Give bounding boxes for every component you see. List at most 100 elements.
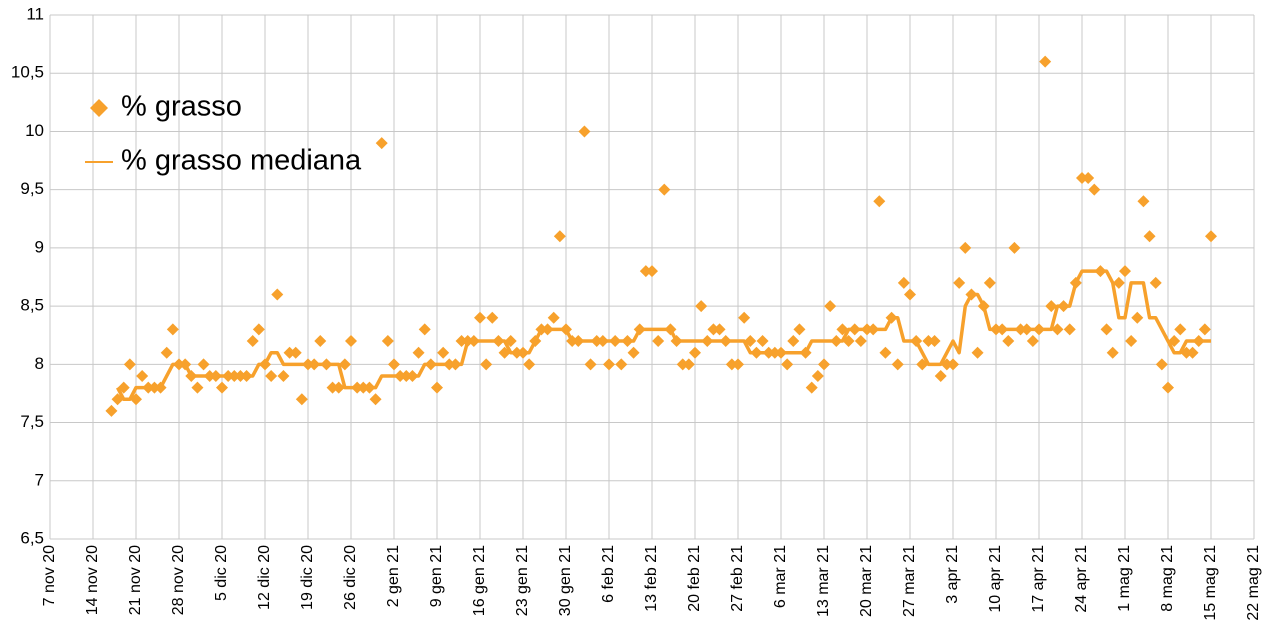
point — [437, 346, 450, 359]
point — [897, 276, 910, 289]
x-tick-label: 2 gen 21 — [385, 545, 402, 607]
point — [1008, 241, 1021, 254]
point — [615, 358, 628, 371]
y-tick-label: 10,5 — [11, 63, 44, 82]
x-tick-label: 8 mag 21 — [1159, 545, 1176, 612]
point — [658, 183, 671, 196]
x-tick-label: 15 mag 21 — [1202, 545, 1219, 621]
point — [904, 288, 916, 301]
point — [787, 335, 800, 348]
point — [891, 358, 904, 371]
point — [332, 381, 345, 394]
point — [732, 358, 744, 371]
point — [1205, 230, 1217, 243]
point — [578, 125, 591, 138]
point — [639, 265, 652, 278]
x-tick-label: 5 dic 20 — [213, 545, 230, 601]
x-tick-label: 3 apr 21 — [944, 545, 961, 604]
point — [295, 393, 308, 406]
point — [1002, 335, 1015, 348]
point — [345, 335, 357, 348]
point — [1125, 335, 1138, 348]
y-tick-label: 7 — [35, 470, 44, 489]
point — [1119, 265, 1131, 278]
point — [811, 369, 824, 382]
point — [265, 369, 278, 382]
point — [922, 335, 935, 348]
point — [1112, 276, 1125, 289]
x-tick-label: 27 feb 21 — [729, 545, 746, 612]
point — [793, 323, 806, 336]
point — [1162, 381, 1174, 394]
point — [216, 381, 228, 394]
point — [824, 300, 837, 313]
x-tick-label: 30 gen 21 — [557, 545, 574, 616]
point — [1051, 323, 1064, 336]
x-tick-label: 20 feb 21 — [686, 545, 703, 612]
x-tick-label: 24 apr 21 — [1073, 545, 1090, 613]
x-tick-label: 13 mar 21 — [815, 545, 832, 617]
point — [781, 358, 794, 371]
point — [873, 195, 886, 208]
median-line — [116, 269, 1211, 402]
point — [136, 369, 149, 382]
y-tick-label: 11 — [26, 4, 44, 23]
x-tick-label: 17 apr 21 — [1030, 545, 1047, 613]
x-tick-label: 9 gen 21 — [428, 545, 445, 607]
point — [1174, 323, 1187, 336]
x-tick-label: 16 gen 21 — [471, 545, 488, 616]
point — [271, 288, 284, 301]
legend-label: % grasso mediana — [121, 145, 362, 177]
x-tick-label: 10 apr 21 — [987, 545, 1004, 613]
point — [523, 358, 536, 371]
point — [166, 323, 179, 336]
x-tick-label: 1 mag 21 — [1116, 545, 1133, 612]
point — [431, 381, 443, 394]
point — [682, 358, 695, 371]
point — [160, 346, 173, 359]
point — [756, 335, 769, 348]
point — [123, 358, 136, 371]
y-tick-label: 9 — [35, 237, 44, 256]
point — [707, 323, 720, 336]
point — [1076, 172, 1088, 185]
x-tick-label: 13 feb 21 — [643, 545, 660, 612]
point — [338, 358, 351, 371]
point — [1026, 335, 1039, 348]
x-tick-label: 6 feb 21 — [600, 545, 617, 603]
x-tick-label: 14 nov 20 — [84, 545, 101, 615]
x-tick-label: 19 dic 20 — [299, 545, 316, 610]
point — [1131, 311, 1144, 324]
x-tick-label: 6 mar 21 — [772, 545, 789, 608]
point — [480, 358, 493, 371]
point — [695, 300, 708, 313]
point — [388, 358, 400, 371]
point — [928, 335, 941, 348]
point — [418, 323, 431, 336]
point — [197, 358, 210, 371]
point — [959, 241, 972, 254]
point — [474, 311, 486, 324]
x-tick-label: 12 dic 20 — [256, 545, 273, 610]
point — [818, 358, 830, 371]
y-tick-label: 6,5 — [20, 528, 44, 547]
point — [1039, 55, 1052, 68]
point — [1063, 323, 1076, 336]
point — [1155, 358, 1168, 371]
point — [725, 358, 738, 371]
point — [713, 323, 726, 336]
point — [646, 265, 658, 278]
point — [314, 335, 327, 348]
point — [375, 137, 388, 150]
point — [1186, 346, 1199, 359]
point — [879, 346, 892, 359]
point — [947, 358, 959, 371]
point — [676, 358, 689, 371]
point — [1088, 183, 1101, 196]
point — [1143, 230, 1156, 243]
point — [105, 404, 118, 417]
point — [326, 381, 339, 394]
point — [1082, 172, 1095, 185]
point — [412, 346, 425, 359]
point — [1106, 346, 1119, 359]
